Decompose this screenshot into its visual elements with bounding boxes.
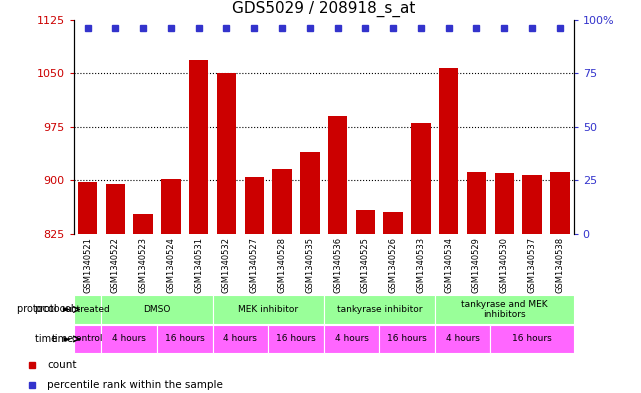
Text: GSM1340525: GSM1340525 [361,237,370,293]
Bar [379,325,435,353]
Text: GSM1340530: GSM1340530 [500,237,509,293]
Bar [272,169,292,234]
Title: GDS5029 / 208918_s_at: GDS5029 / 208918_s_at [232,1,415,17]
Text: 16 hours: 16 hours [512,334,552,343]
Text: GSM1340521: GSM1340521 [83,237,92,293]
Bar [383,212,403,234]
Bar [101,325,157,353]
Text: tankyrase and MEK
inhibitors: tankyrase and MEK inhibitors [461,300,547,319]
Bar [213,296,324,324]
Bar [300,152,319,234]
Text: MEK inhibitor: MEK inhibitor [238,305,298,314]
Bar [157,325,213,353]
Bar [439,68,458,234]
Bar [435,325,490,353]
Text: GSM1340532: GSM1340532 [222,237,231,293]
Text: GSM1340531: GSM1340531 [194,237,203,293]
Text: GSM1340537: GSM1340537 [528,237,537,293]
Text: 16 hours: 16 hours [165,334,204,343]
Text: GSM1340534: GSM1340534 [444,237,453,293]
Text: GSM1340524: GSM1340524 [167,237,176,293]
Bar [356,210,375,234]
Text: GSM1340529: GSM1340529 [472,237,481,293]
Bar [78,182,97,234]
Text: 4 hours: 4 hours [112,334,146,343]
Text: 16 hours: 16 hours [387,334,427,343]
Text: control: control [72,334,103,343]
Text: GSM1340538: GSM1340538 [555,237,564,293]
Bar [495,173,514,234]
Bar [245,177,264,234]
Text: DMSO: DMSO [144,305,171,314]
Text: count: count [47,360,77,371]
Bar [106,184,125,234]
Text: untreated: untreated [65,305,110,314]
Text: GSM1340527: GSM1340527 [250,237,259,293]
Bar [133,214,153,234]
Bar [268,325,324,353]
Text: percentile rank within the sample: percentile rank within the sample [47,380,223,390]
Bar [162,179,181,234]
Bar [324,296,435,324]
Text: GSM1340535: GSM1340535 [305,237,314,293]
Bar [490,325,574,353]
Bar [412,123,431,234]
Text: GSM1340523: GSM1340523 [138,237,147,293]
Text: GSM1340536: GSM1340536 [333,237,342,293]
Bar [217,73,237,234]
Text: time: time [51,334,74,344]
Bar [435,296,574,324]
Bar [467,172,487,234]
Text: 4 hours: 4 hours [224,334,257,343]
Text: GSM1340526: GSM1340526 [388,237,397,293]
Text: protocol  ►: protocol ► [17,305,71,314]
Text: time  ►: time ► [35,334,71,344]
Bar [550,172,570,234]
Text: GSM1340528: GSM1340528 [278,237,287,293]
Text: protocol: protocol [34,305,74,314]
Bar [213,325,268,353]
Bar [101,296,213,324]
Bar [522,175,542,234]
Text: tankyrase inhibitor: tankyrase inhibitor [337,305,422,314]
Bar [189,61,208,234]
Bar [74,325,101,353]
Text: GSM1340533: GSM1340533 [417,237,426,293]
Bar [74,296,101,324]
Text: 16 hours: 16 hours [276,334,316,343]
Text: 4 hours: 4 hours [335,334,369,343]
Text: 4 hours: 4 hours [445,334,479,343]
Bar [324,325,379,353]
Bar [328,116,347,234]
Text: GSM1340522: GSM1340522 [111,237,120,293]
